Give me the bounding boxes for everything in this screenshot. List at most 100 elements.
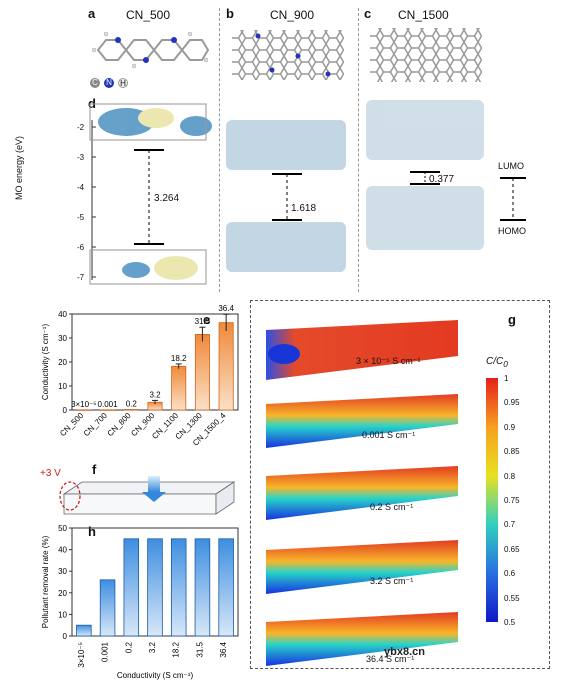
beam-label: 36.4 S cm⁻¹ — [366, 654, 415, 664]
panel-b-title: CN_900 — [270, 8, 315, 22]
molecule-cn1500 — [370, 28, 482, 82]
beam-label: 0.2 S cm⁻¹ — [370, 502, 414, 512]
legend-n: N — [104, 78, 114, 88]
category-label-e: CN_700 — [82, 411, 110, 439]
value-label-e: 0.2 — [126, 400, 138, 409]
panel-g-letter: g — [508, 312, 516, 327]
colorbar-tick: 0.6 — [504, 569, 516, 579]
panel-b-letter: b — [226, 6, 234, 21]
bar-e — [194, 334, 210, 411]
beam-map-3 — [266, 466, 458, 520]
energy-levels — [134, 149, 526, 245]
panel-a-title: CN_500 — [126, 8, 171, 22]
panel-d-yaxis — [91, 120, 96, 280]
panel-c-title: CN_1500 — [398, 8, 449, 22]
colorbar-tick: 0.55 — [504, 593, 520, 603]
value-label-e: 31.5 — [195, 317, 211, 326]
colorbar-tick: 0.95 — [504, 398, 520, 408]
panel-g-frame — [250, 300, 550, 669]
value-label-e: 18.2 — [171, 354, 187, 363]
bar-e — [171, 365, 187, 411]
gap-label-cn1500: 0.377 — [429, 174, 455, 185]
legend-h: H — [118, 78, 128, 88]
y-tick-label-e: 10 — [58, 382, 67, 391]
electrode-beam — [59, 476, 236, 515]
legend-c: C — [90, 78, 100, 88]
colorbar-tick: 0.8 — [504, 471, 516, 481]
bar-h — [218, 538, 234, 637]
d-tick: -2 — [77, 123, 85, 132]
y-tick-label-e: 0 — [63, 406, 68, 415]
panel-e-letter: e — [203, 312, 211, 327]
d-tick: -5 — [77, 213, 85, 222]
category-label-h: 0.2 — [124, 641, 133, 653]
bar-h — [76, 624, 92, 637]
bar-h — [147, 538, 163, 637]
d-tick: -4 — [77, 183, 85, 192]
d-tick: -6 — [77, 243, 85, 252]
gap-label-cn900: 1.618 — [291, 203, 317, 214]
colorbar-ticks: 1 0.95 0.9 0.85 0.8 0.75 0.7 0.65 0.6 0.55 0.5 — [504, 374, 544, 630]
colorbar-title: C/C0 — [486, 356, 508, 369]
d-tick: -3 — [77, 153, 85, 162]
beam-map-4 — [266, 540, 458, 594]
colorbar-tick: 0.5 — [504, 618, 516, 627]
y-tick-label-h: 20 — [58, 589, 67, 598]
category-label-e: CN_800 — [106, 411, 134, 439]
y-tick-label-h: 30 — [58, 567, 67, 576]
colorbar-tick: 0.65 — [504, 544, 520, 554]
bar-e — [218, 322, 234, 411]
colorbar-tick: 0.75 — [504, 496, 520, 505]
colorbar-tick: 0.9 — [504, 422, 516, 432]
value-label-e: 0.001 — [98, 400, 119, 409]
beam-map-5 — [266, 612, 458, 666]
y-tick-label-e: 40 — [58, 310, 67, 319]
d-ylabel: MO energy (eV) — [14, 135, 24, 200]
y-tick-label-h: 0 — [63, 632, 68, 641]
category-label-h: 18.2 — [172, 641, 181, 657]
beam-map-1 — [266, 320, 458, 380]
orbital-maps — [89, 100, 484, 285]
atom-legend: C N H — [90, 78, 128, 88]
bar-h — [99, 579, 116, 637]
voltage-label: +3 V — [40, 468, 61, 479]
y-tick-label-h: 40 — [58, 546, 67, 555]
value-label-e: 36.4 — [218, 304, 234, 313]
beam-label: 3 × 10⁻⁵ S cm⁻¹ — [356, 356, 421, 366]
divider-ab — [219, 8, 220, 292]
molecule-cn500 — [91, 31, 210, 69]
y-tick-label-e: 30 — [58, 334, 67, 343]
bar-h — [123, 538, 140, 637]
beam-label: 0.001 S cm⁻¹ — [362, 430, 416, 440]
value-label-e: 3×10⁻⁵ — [71, 400, 97, 409]
bar-h — [194, 538, 211, 637]
divider-bc — [358, 8, 359, 292]
panel-a-letter: a — [88, 6, 96, 21]
colorbar-tick: 1 — [504, 374, 509, 383]
colorbar — [486, 378, 498, 622]
panel-h-letter: h — [88, 524, 96, 539]
category-label-h: 36.4 — [219, 641, 228, 657]
bar-h — [170, 538, 187, 637]
colorbar-tick: 0.85 — [504, 447, 520, 457]
category-label-h: 3×10⁻⁵ — [77, 642, 86, 668]
homo-legend: HOMO — [498, 226, 526, 236]
y-label-h: Pollutant removal rate (%) — [41, 535, 50, 628]
panel-f-letter: f — [92, 462, 97, 477]
y-tick-label-e: 20 — [58, 358, 67, 367]
beam-map-2 — [266, 394, 458, 448]
gap-label-cn500: 3.264 — [154, 193, 180, 204]
lumo-legend: LUMO — [498, 161, 525, 171]
x-label-h: Conductivity (S cm⁻¹) — [117, 671, 194, 680]
beam-label: 3.2 S cm⁻¹ — [370, 576, 414, 586]
watermark: ybx8.cn — [384, 646, 425, 658]
removal-chart: 0 10 20 30 40 50 Pollutant removal rate (%) 3×1… — [41, 524, 239, 680]
category-label-h: 0.001 — [101, 641, 110, 662]
y-label-e: Conductivity (S cm⁻¹) — [41, 324, 50, 401]
d-tick: -7 — [77, 273, 85, 282]
category-label-h: 3.2 — [148, 641, 157, 653]
value-label-e: 3.2 — [149, 390, 161, 399]
category-label-h: 31.5 — [195, 641, 204, 657]
y-tick-label-h: 10 — [58, 610, 67, 619]
y-tick-label-h: 50 — [58, 524, 67, 533]
